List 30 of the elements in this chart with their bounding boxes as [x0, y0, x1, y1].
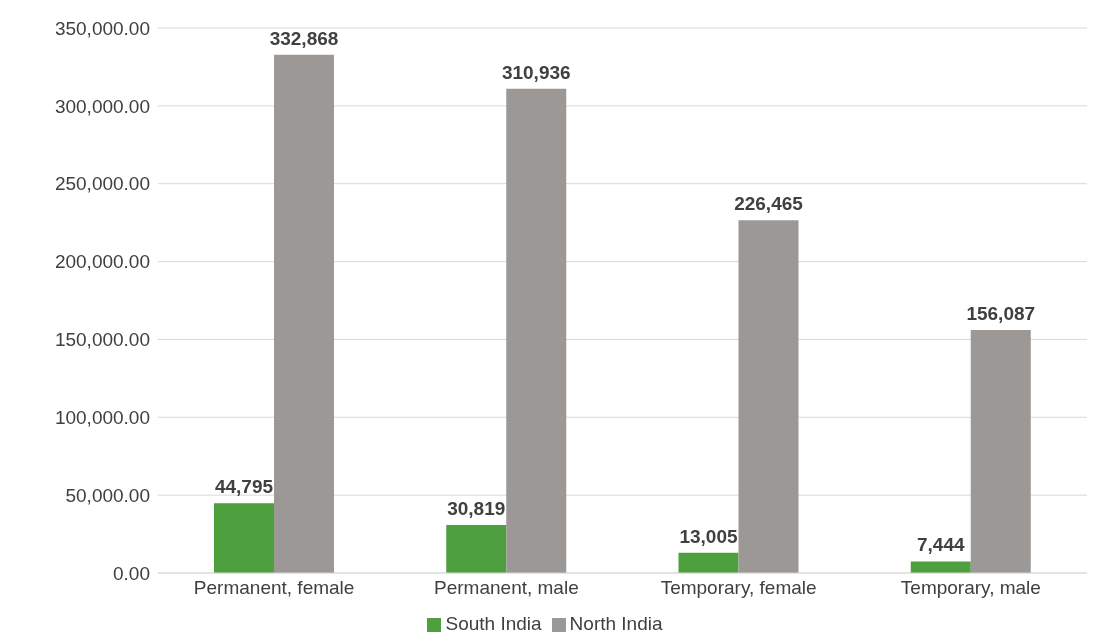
- bar: [910, 561, 971, 573]
- y-tick-label: 300,000.00: [54, 95, 150, 117]
- x-tick-label: Permanent, female: [193, 577, 355, 599]
- bar: [274, 54, 334, 573]
- bar: [446, 525, 507, 573]
- data-label: 30,819: [447, 498, 506, 520]
- y-tick-label: 150,000.00: [54, 329, 150, 351]
- y-tick-label: 250,000.00: [54, 173, 150, 195]
- bar: [678, 552, 739, 573]
- bar: [506, 88, 567, 573]
- data-label: 7,444: [916, 534, 965, 556]
- data-label: 226,465: [734, 193, 804, 215]
- legend-label: South India: [445, 613, 542, 634]
- y-tick-label: 350,000.00: [54, 17, 150, 39]
- bar: [214, 503, 274, 573]
- bar: [970, 329, 1031, 573]
- data-label: 13,005: [679, 525, 738, 547]
- x-tick-label: Temporary, male: [900, 577, 1041, 599]
- data-label: 156,087: [966, 302, 1036, 324]
- legend-label: North India: [569, 613, 663, 634]
- data-label: 310,936: [501, 61, 571, 83]
- y-tick-label: 0.00: [113, 562, 150, 584]
- x-tick-label: Permanent, male: [434, 577, 579, 599]
- y-tick-label: 100,000.00: [54, 407, 150, 429]
- data-label: 332,868: [269, 27, 339, 49]
- y-tick-label: 50,000.00: [65, 484, 150, 506]
- data-label: 44,795: [214, 476, 274, 498]
- bar: [738, 220, 799, 573]
- x-tick-label: Temporary, female: [660, 577, 817, 599]
- y-tick-label: 200,000.00: [54, 251, 150, 273]
